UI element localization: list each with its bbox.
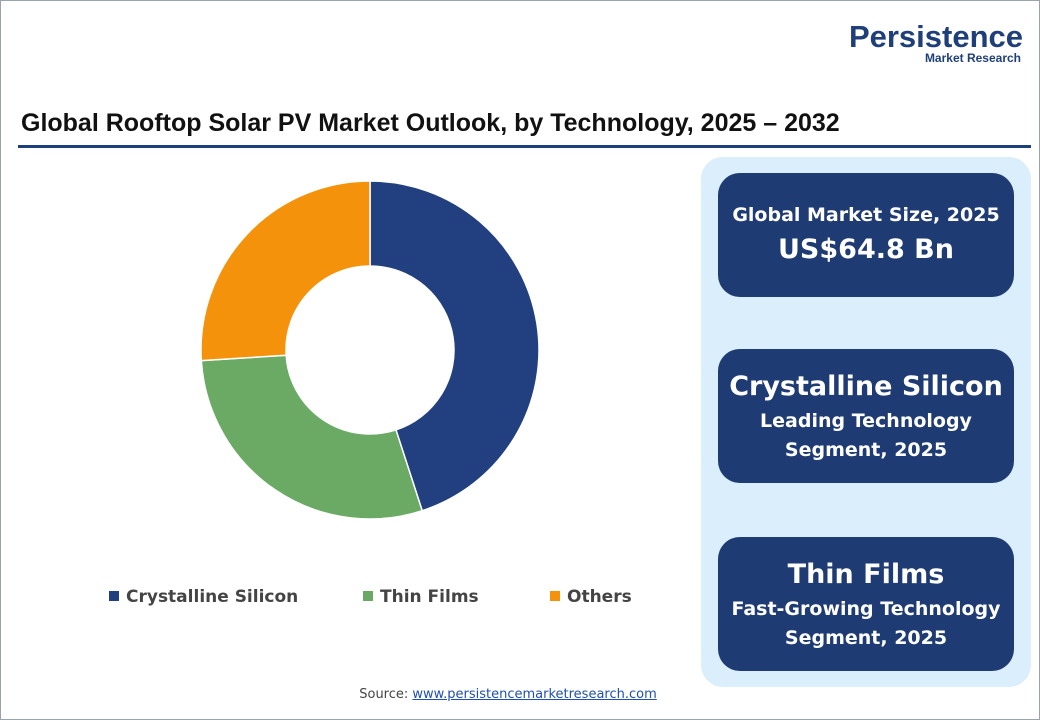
card-value: US$64.8 Bn <box>778 233 954 265</box>
legend-swatch <box>550 591 560 601</box>
legend-label: Crystalline Silicon <box>126 587 298 607</box>
source-link[interactable]: www.persistencemarketresearch.com <box>412 687 657 702</box>
slice <box>200 180 371 362</box>
card-text: Segment, 2025 <box>784 439 948 461</box>
card: Global Market Size, 2025 US$64.8 Bn <box>718 173 1014 297</box>
legend-label: Others <box>567 587 632 607</box>
slice <box>369 180 540 512</box>
card: Crystalline Silicon Leading Technology S… <box>718 349 1014 483</box>
card-heading: Crystalline Silicon <box>729 371 1003 402</box>
card-text: Segment, 2025 <box>784 627 948 649</box>
legend-swatch <box>363 591 373 601</box>
legend-swatch <box>109 591 119 601</box>
logo: Persistence <box>848 19 1023 54</box>
chart-title: Global Rooftop Solar PV Market Outlook, … <box>21 109 840 137</box>
card-text: Fast-Growing Technology <box>731 598 1001 620</box>
logo-tagline: Market Research <box>924 51 1021 65</box>
source-label: Source: <box>359 687 409 702</box>
card-text: Leading Technology <box>760 410 972 432</box>
source: Source: www.persistencemarketresearch.co… <box>1 687 1015 702</box>
chart: Crystalline Silicon Thin Films Others <box>109 180 632 607</box>
legend-label: Thin Films <box>380 587 479 607</box>
slice <box>200 354 424 520</box>
card-heading: Thin Films <box>787 559 945 590</box>
card-label: Global Market Size, 2025 <box>732 203 1000 226</box>
card: Thin Films Fast-Growing Technology Segme… <box>718 537 1014 671</box>
title-rule <box>18 145 1031 148</box>
